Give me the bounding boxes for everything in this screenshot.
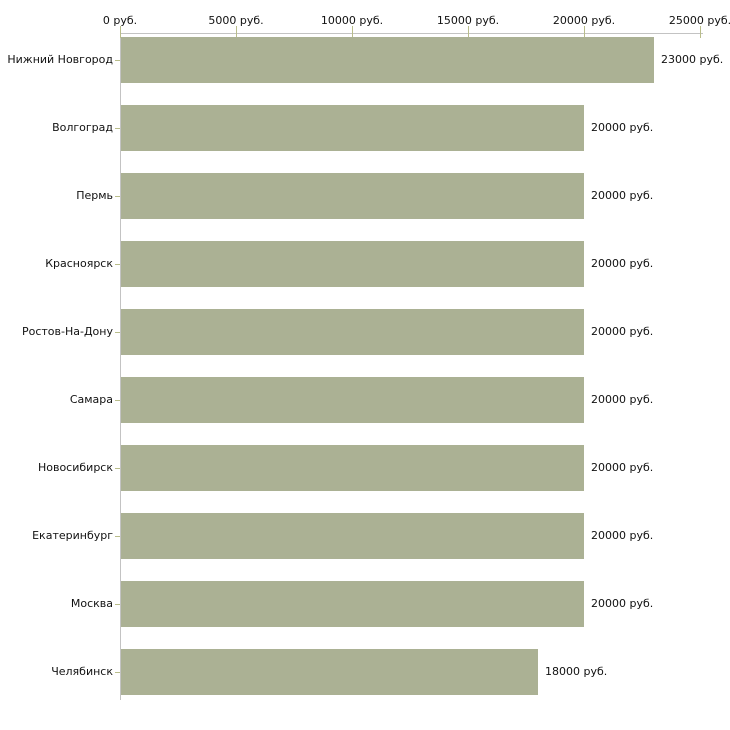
x-tick-mark [584,26,585,38]
value-label: 20000 руб. [591,325,654,338]
x-tick-label: 20000 руб. [552,14,616,27]
y-axis-line [120,33,121,700]
value-label: 20000 руб. [591,597,654,610]
x-tick-label: 15000 руб. [436,14,500,27]
value-label: 20000 руб. [591,189,654,202]
bar [121,37,654,83]
bar [121,309,584,355]
y-tick-mark [115,468,120,469]
value-label: 18000 руб. [545,665,608,678]
y-tick-mark [115,400,120,401]
x-tick-mark [700,26,701,38]
bar [121,105,584,151]
y-tick-mark [115,128,120,129]
y-tick-mark [115,604,120,605]
value-label: 20000 руб. [591,393,654,406]
value-label: 20000 руб. [591,461,654,474]
value-label: 23000 руб. [661,53,724,66]
y-tick-mark [115,60,120,61]
x-tick-label: 0 руб. [102,14,138,27]
x-tick-mark [468,26,469,38]
value-label: 20000 руб. [591,121,654,134]
category-label: Ростов-На-Дону [21,325,113,338]
value-label: 20000 руб. [591,529,654,542]
x-tick-mark [352,26,353,38]
bar [121,649,538,695]
category-label: Пермь [76,189,113,202]
category-label: Екатеринбург [32,529,113,542]
y-tick-mark [115,264,120,265]
x-tick-mark [120,26,121,38]
x-tick-mark [236,26,237,38]
category-label: Москва [70,597,113,610]
x-axis-line [120,33,703,34]
category-label: Новосибирск [37,461,113,474]
y-tick-mark [115,672,120,673]
x-tick-label: 10000 руб. [320,14,384,27]
bar [121,377,584,423]
bar [121,173,584,219]
category-label: Челябинск [51,665,113,678]
category-label: Самара [69,393,113,406]
y-tick-mark [115,536,120,537]
bar [121,241,584,287]
x-tick-label: 5000 руб. [208,14,264,27]
category-label: Волгоград [52,121,113,134]
value-label: 20000 руб. [591,257,654,270]
y-tick-mark [115,196,120,197]
bar [121,445,584,491]
x-tick-label: 25000 руб. [668,14,730,27]
category-label: Красноярск [45,257,113,270]
bar [121,513,584,559]
y-tick-mark [115,332,120,333]
bar [121,581,584,627]
category-label: Нижний Новгород [7,53,113,66]
